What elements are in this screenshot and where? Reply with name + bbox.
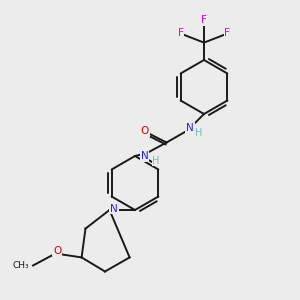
Text: F: F <box>224 28 230 38</box>
Text: H: H <box>152 155 160 166</box>
Text: N: N <box>186 123 194 133</box>
Text: CH₃: CH₃ <box>13 261 29 270</box>
Text: O: O <box>140 126 149 136</box>
Text: F: F <box>178 28 184 38</box>
Text: F: F <box>201 15 207 25</box>
Text: H: H <box>195 128 203 138</box>
Text: O: O <box>53 245 61 256</box>
Text: N: N <box>141 151 148 161</box>
Text: N: N <box>110 203 118 214</box>
